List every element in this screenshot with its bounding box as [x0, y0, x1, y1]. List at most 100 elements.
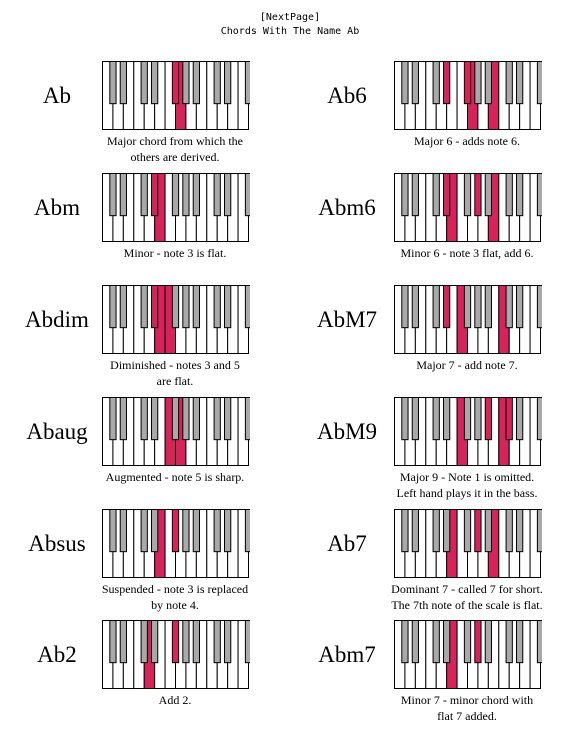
chord-name: Abm6 — [318, 195, 376, 220]
black-key — [505, 173, 513, 217]
black-key — [516, 397, 524, 441]
black-key — [119, 61, 127, 105]
black-key — [505, 285, 513, 329]
next-page-link[interactable]: [NextPage] — [259, 12, 321, 23]
caption-line: by note 4. — [151, 598, 199, 612]
black-key-highlighted — [443, 61, 451, 105]
caption-line: Dominant 7 - called 7 for short. — [391, 582, 543, 596]
caption-line: Suspended - note 3 is replaced — [101, 582, 249, 596]
black-key — [109, 509, 117, 553]
black-key — [213, 509, 221, 553]
black-key — [192, 285, 200, 329]
black-key — [516, 509, 524, 553]
black-key-highlighted — [484, 397, 492, 441]
black-key — [432, 620, 440, 664]
black-key — [140, 509, 148, 553]
black-key — [411, 61, 419, 105]
black-key — [140, 285, 148, 329]
black-key — [213, 620, 221, 664]
caption-line: Minor - note 3 is flat. — [123, 246, 227, 260]
black-key — [140, 397, 148, 441]
piano-keyboard — [102, 285, 250, 354]
black-key — [463, 620, 472, 664]
black-key — [171, 397, 180, 441]
black-key — [213, 397, 221, 441]
piano-keyboard — [102, 620, 250, 689]
black-key — [109, 397, 117, 441]
chord-caption: Major chord from which the others are der… — [75, 133, 275, 165]
black-key — [432, 397, 440, 441]
chord-caption: Major 7 - add note 7. — [367, 357, 567, 373]
piano-keyboard — [394, 61, 542, 130]
caption-line: are flat. — [156, 374, 194, 388]
black-key — [432, 285, 440, 329]
chord-caption: Diminished - notes 3 and 5 are flat. — [75, 357, 275, 389]
caption-line: Major 9 - Note 1 is omitted. — [399, 470, 535, 484]
black-key — [484, 285, 492, 329]
chord-name: Abdim — [25, 307, 89, 332]
black-key-highlighted — [443, 173, 451, 217]
black-key — [484, 620, 492, 664]
piano-keyboard — [102, 173, 250, 242]
piano-keyboard — [102, 61, 250, 130]
caption-line: Augmented - note 5 is sharp. — [105, 470, 245, 484]
black-key — [411, 285, 419, 329]
black-key — [474, 61, 482, 105]
black-key — [516, 61, 524, 105]
black-key — [119, 285, 127, 329]
piano-keyboard — [394, 509, 542, 578]
black-key-highlighted — [443, 285, 451, 329]
black-key-highlighted — [474, 620, 482, 664]
piano-keyboard — [394, 620, 542, 689]
caption-line: Minor 6 - note 3 flat, add 6. — [400, 246, 534, 260]
black-key — [119, 397, 127, 441]
chord-name: Absus — [28, 531, 86, 556]
black-key — [536, 620, 542, 664]
black-key — [192, 61, 200, 105]
black-key — [432, 173, 440, 217]
black-key — [484, 173, 492, 217]
black-key — [119, 509, 127, 553]
black-key — [463, 285, 472, 329]
black-key — [401, 285, 409, 329]
black-key — [224, 509, 232, 553]
caption-line: Major 6 - adds note 6. — [414, 134, 520, 148]
black-key — [401, 61, 409, 105]
black-key — [432, 61, 440, 105]
black-key — [411, 173, 419, 217]
black-key — [151, 620, 159, 664]
black-key — [192, 620, 200, 664]
black-key — [213, 61, 221, 105]
black-key-highlighted — [505, 397, 513, 441]
chord-caption: Minor 7 - minor chord with flat 7 added. — [367, 692, 567, 724]
black-key — [463, 397, 472, 441]
caption-line: Left hand plays it in the bass. — [396, 486, 538, 500]
piano-keyboard — [102, 509, 250, 578]
black-key — [182, 173, 190, 217]
black-key-highlighted — [171, 620, 180, 664]
black-key — [463, 509, 472, 553]
chord-caption: Dominant 7 - called 7 for short. The 7th … — [367, 581, 567, 613]
black-key — [244, 620, 250, 664]
black-key — [244, 397, 250, 441]
black-key — [192, 173, 200, 217]
black-key-highlighted — [474, 173, 482, 217]
chord-caption: Major 9 - Note 1 is omitted. Left hand pl… — [367, 469, 567, 501]
black-key — [516, 285, 524, 329]
black-key — [182, 285, 190, 329]
black-key — [192, 397, 200, 441]
black-key — [182, 620, 190, 664]
caption-line: others are derived. — [130, 150, 220, 164]
black-key-highlighted — [463, 61, 472, 105]
black-key-highlighted — [171, 509, 180, 553]
black-key — [224, 61, 232, 105]
chord-name: Abm — [34, 195, 80, 220]
black-key — [151, 397, 159, 441]
piano-keyboard — [394, 173, 542, 242]
piano-keyboard — [102, 397, 250, 466]
black-key — [171, 173, 180, 217]
black-key — [401, 509, 409, 553]
black-key — [151, 509, 159, 553]
black-key — [213, 173, 221, 217]
